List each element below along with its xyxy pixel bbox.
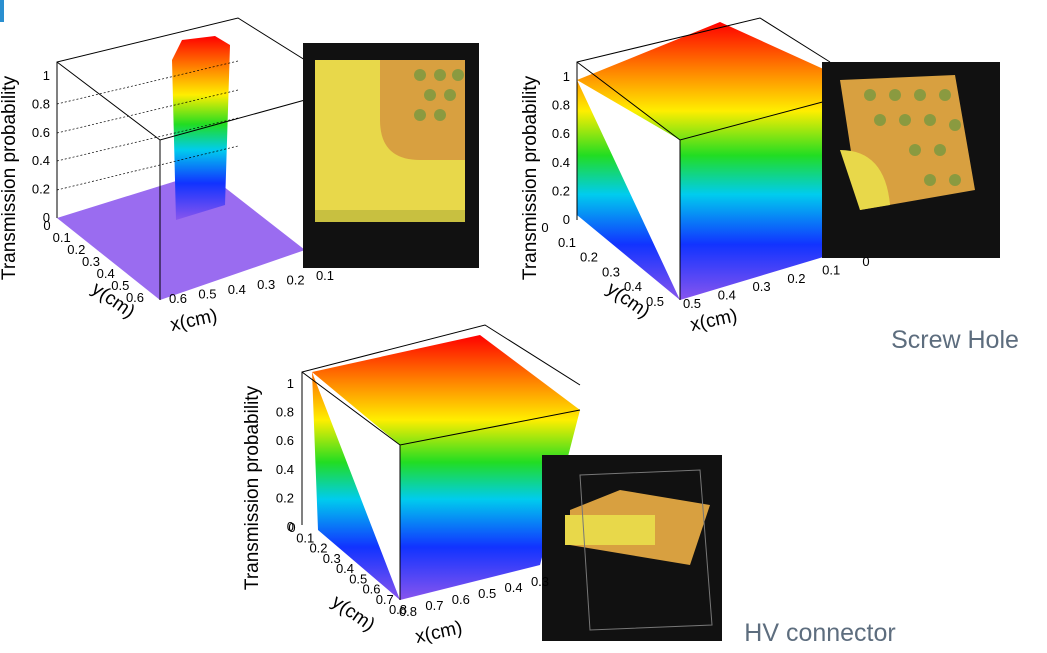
x-tick-label: 0.4 xyxy=(228,282,246,297)
x-tick-label: 0.5 xyxy=(198,286,216,301)
y-tick-label: 0.3 xyxy=(602,264,620,279)
x-axis-label: x(cm) xyxy=(413,617,464,647)
y-tick-label: 0.4 xyxy=(624,279,642,294)
x-axis-label: x(cm) xyxy=(168,305,219,335)
y-tick-label: 0.1 xyxy=(558,235,576,250)
x-tick-label: 0.5 xyxy=(683,296,701,311)
caption: Screw Hole xyxy=(891,326,1019,354)
z-tick-label: 0.4 xyxy=(276,462,294,477)
z-tick-label: 1 xyxy=(43,68,50,83)
z-tick-label: 1 xyxy=(287,376,294,391)
x-tick-label: 0.4 xyxy=(505,580,523,595)
geometry-inset xyxy=(542,455,722,641)
surface xyxy=(577,22,830,300)
x-tick-label: 0.5 xyxy=(478,586,496,601)
y-tick-label: 0 xyxy=(541,220,548,235)
z-axis-label: Transmission probability xyxy=(0,75,20,280)
y-tick-label: 0.7 xyxy=(376,592,394,607)
plot-1 xyxy=(56,17,479,300)
z-tick-label: 0.8 xyxy=(32,96,50,111)
z-tick-label: 0.6 xyxy=(276,433,294,448)
z-tick-label: 0.8 xyxy=(552,98,570,113)
x-tick-label: 0.2 xyxy=(787,271,805,286)
z-tick-label: 0 xyxy=(563,212,570,227)
x-tick-label: 0.7 xyxy=(425,598,443,613)
y-tick-label: 0.4 xyxy=(336,561,354,576)
y-axis-label: y(cm) xyxy=(328,591,379,635)
z-tick-label: 0.6 xyxy=(32,125,50,140)
z-tick-label: 0.6 xyxy=(552,126,570,141)
x-tick-label: 0.8 xyxy=(399,604,417,619)
slide-accent xyxy=(0,0,4,22)
caption: HV connector xyxy=(744,619,895,647)
z-tick-label: 1 xyxy=(563,69,570,84)
x-tick-label: 0.4 xyxy=(718,288,736,303)
surface-ridge xyxy=(172,36,230,220)
y-tick-label: 0.1 xyxy=(53,230,71,245)
y-tick-label: 0.5 xyxy=(349,571,367,586)
y-tick-label: 0.2 xyxy=(67,242,85,257)
x-tick-label: 0.2 xyxy=(287,273,305,288)
z-tick-label: 0.4 xyxy=(552,155,570,170)
z-tick-label: 0.8 xyxy=(276,405,294,420)
x-tick-label: 0.6 xyxy=(169,291,187,306)
z-tick-label: 0.4 xyxy=(32,153,50,168)
geometry-inset xyxy=(822,62,1000,258)
y-tick-label: 0.3 xyxy=(82,254,100,269)
plot-2 xyxy=(576,17,1000,300)
x-tick-label: 0.1 xyxy=(822,262,840,277)
z-tick-label: 0.2 xyxy=(32,182,50,197)
y-tick-label: 0 xyxy=(43,218,50,233)
z-tick-label: 0.2 xyxy=(552,183,570,198)
y-tick-label: 0.4 xyxy=(97,266,115,281)
y-tick-label: 0.2 xyxy=(580,250,598,265)
y-tick-label: 0.6 xyxy=(126,290,144,305)
z-axis-label: Transmission probability xyxy=(520,75,541,280)
x-tick-label: 0.6 xyxy=(452,592,470,607)
z-axis-label: Transmission probability xyxy=(242,385,263,590)
surface-floor xyxy=(57,172,305,300)
y-tick-label: 0.6 xyxy=(362,582,380,597)
y-tick-label: 0 xyxy=(288,520,295,535)
box-edges xyxy=(576,17,831,300)
surface xyxy=(312,335,580,600)
y-tick-label: 0.5 xyxy=(646,294,664,309)
x-tick-label: 0.3 xyxy=(257,277,275,292)
y-tick-label: 0.3 xyxy=(323,551,341,566)
box-edges xyxy=(301,324,581,600)
x-tick-label: 0.3 xyxy=(531,574,549,589)
y-tick-label: 0.5 xyxy=(111,278,129,293)
y-tick-label: 0.2 xyxy=(309,541,327,556)
y-tick-label: 0.1 xyxy=(296,530,314,545)
z-tick-label: 0 xyxy=(287,519,294,534)
geometry-inset xyxy=(303,43,479,268)
z-tick-label: 0 xyxy=(43,210,50,225)
x-tick-label: 0.3 xyxy=(753,279,771,294)
y-tick-label: 0.8 xyxy=(389,602,407,617)
grid xyxy=(56,60,239,191)
plot-3 xyxy=(301,324,722,641)
x-tick-label: 0 xyxy=(862,254,869,269)
x-tick-label: 0.1 xyxy=(316,268,334,283)
z-tick-label: 0.2 xyxy=(276,490,294,505)
